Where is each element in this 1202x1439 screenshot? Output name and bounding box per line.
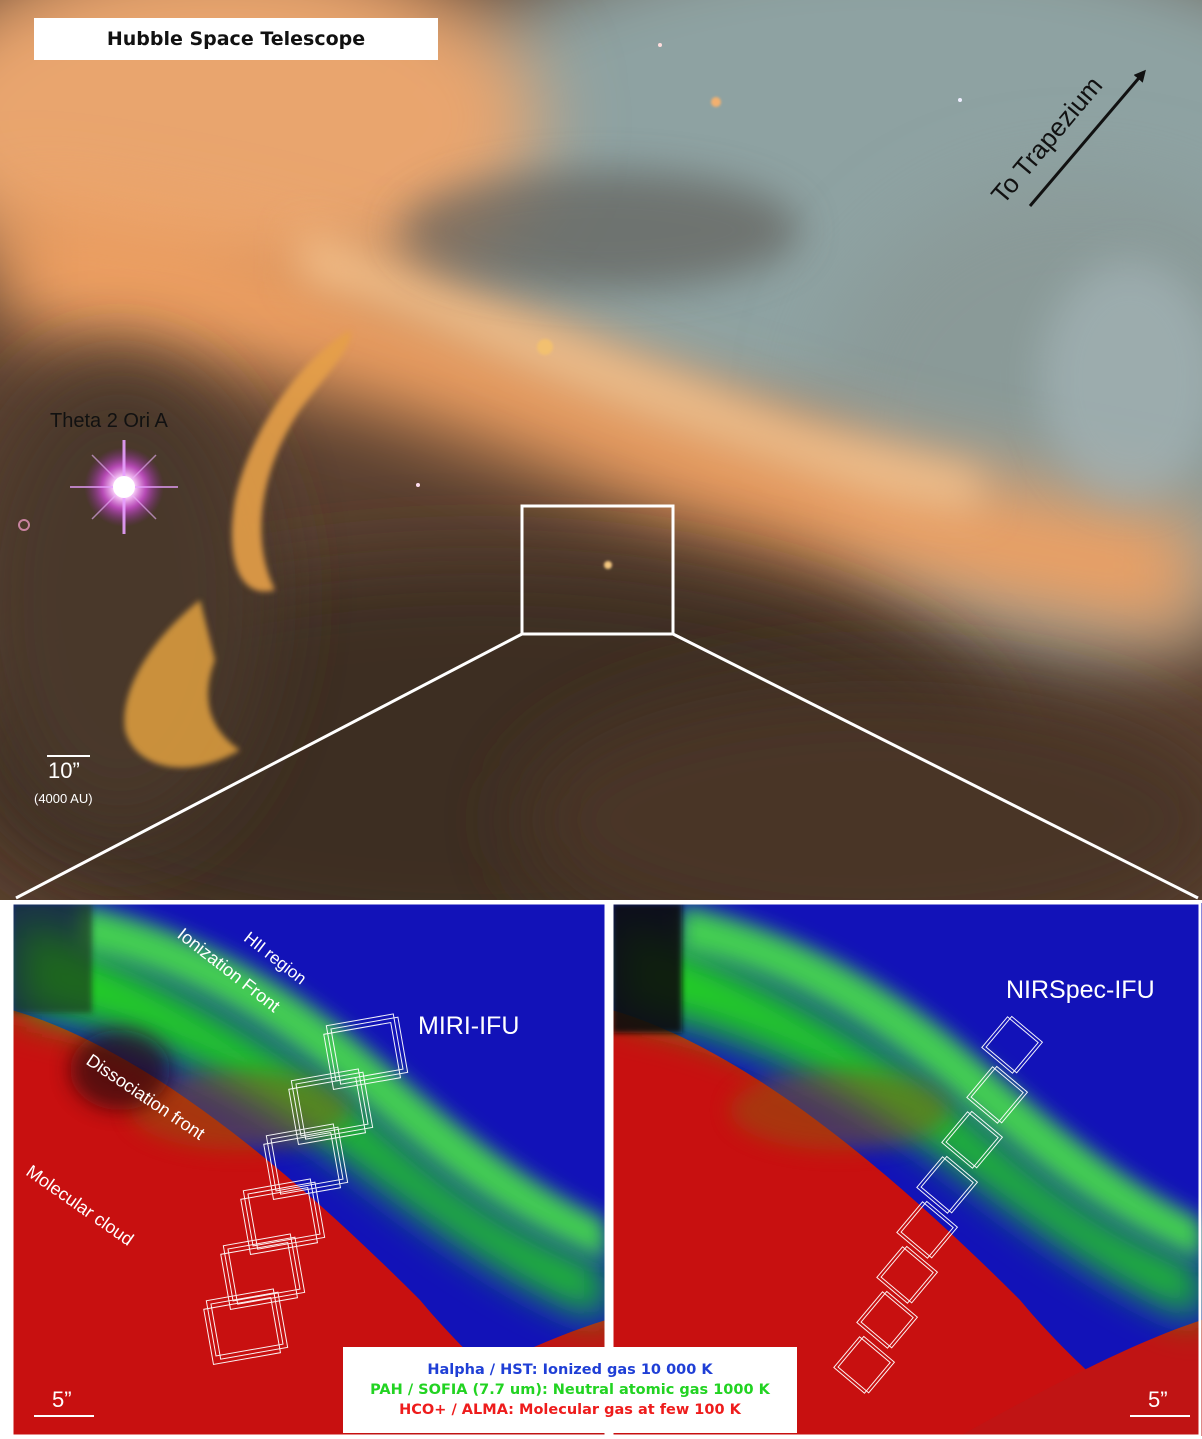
nirspec-ifu-label: NIRSpec-IFU: [1006, 976, 1155, 1004]
hst-nebula-image: [0, 0, 1202, 900]
nirspec-ifu-footprints: [833, 1015, 1044, 1394]
image-title: Hubble Space Telescope: [106, 28, 366, 50]
left-composite-panel: [12, 903, 606, 1436]
zoom-line-right: [672, 632, 1199, 900]
right-scale-label: 5”: [1148, 1387, 1168, 1412]
miri-ifu-footprints: [203, 1013, 409, 1366]
right-composite-panel: [612, 903, 1202, 1436]
top-scale-label: 10”: [48, 758, 80, 783]
star-theta2-ori-a: [70, 440, 178, 534]
left-scale-label: 5”: [52, 1387, 72, 1412]
top-scale-sublabel: (4000 AU): [34, 791, 93, 806]
legend-ionized: Halpha / HST: Ionized gas 10 000 K: [427, 1362, 713, 1378]
legend-molecular: HCO+ / ALMA: Molecular gas at few 100 K: [399, 1402, 741, 1418]
star-label: Theta 2 Ori A: [50, 410, 168, 432]
zoom-line-left: [15, 632, 523, 900]
title-box: Hubble Space Telescope: [34, 18, 438, 60]
legend-neutral: PAH / SOFIA (7.7 um): Neutral atomic gas…: [370, 1382, 770, 1398]
miri-ifu-label: MIRI-IFU: [418, 1012, 520, 1040]
zoom-region-box: [520, 504, 675, 636]
trapezium-arrow: [1028, 69, 1146, 207]
color-legend: Halpha / HST: Ionized gas 10 000 K PAH /…: [343, 1347, 797, 1433]
